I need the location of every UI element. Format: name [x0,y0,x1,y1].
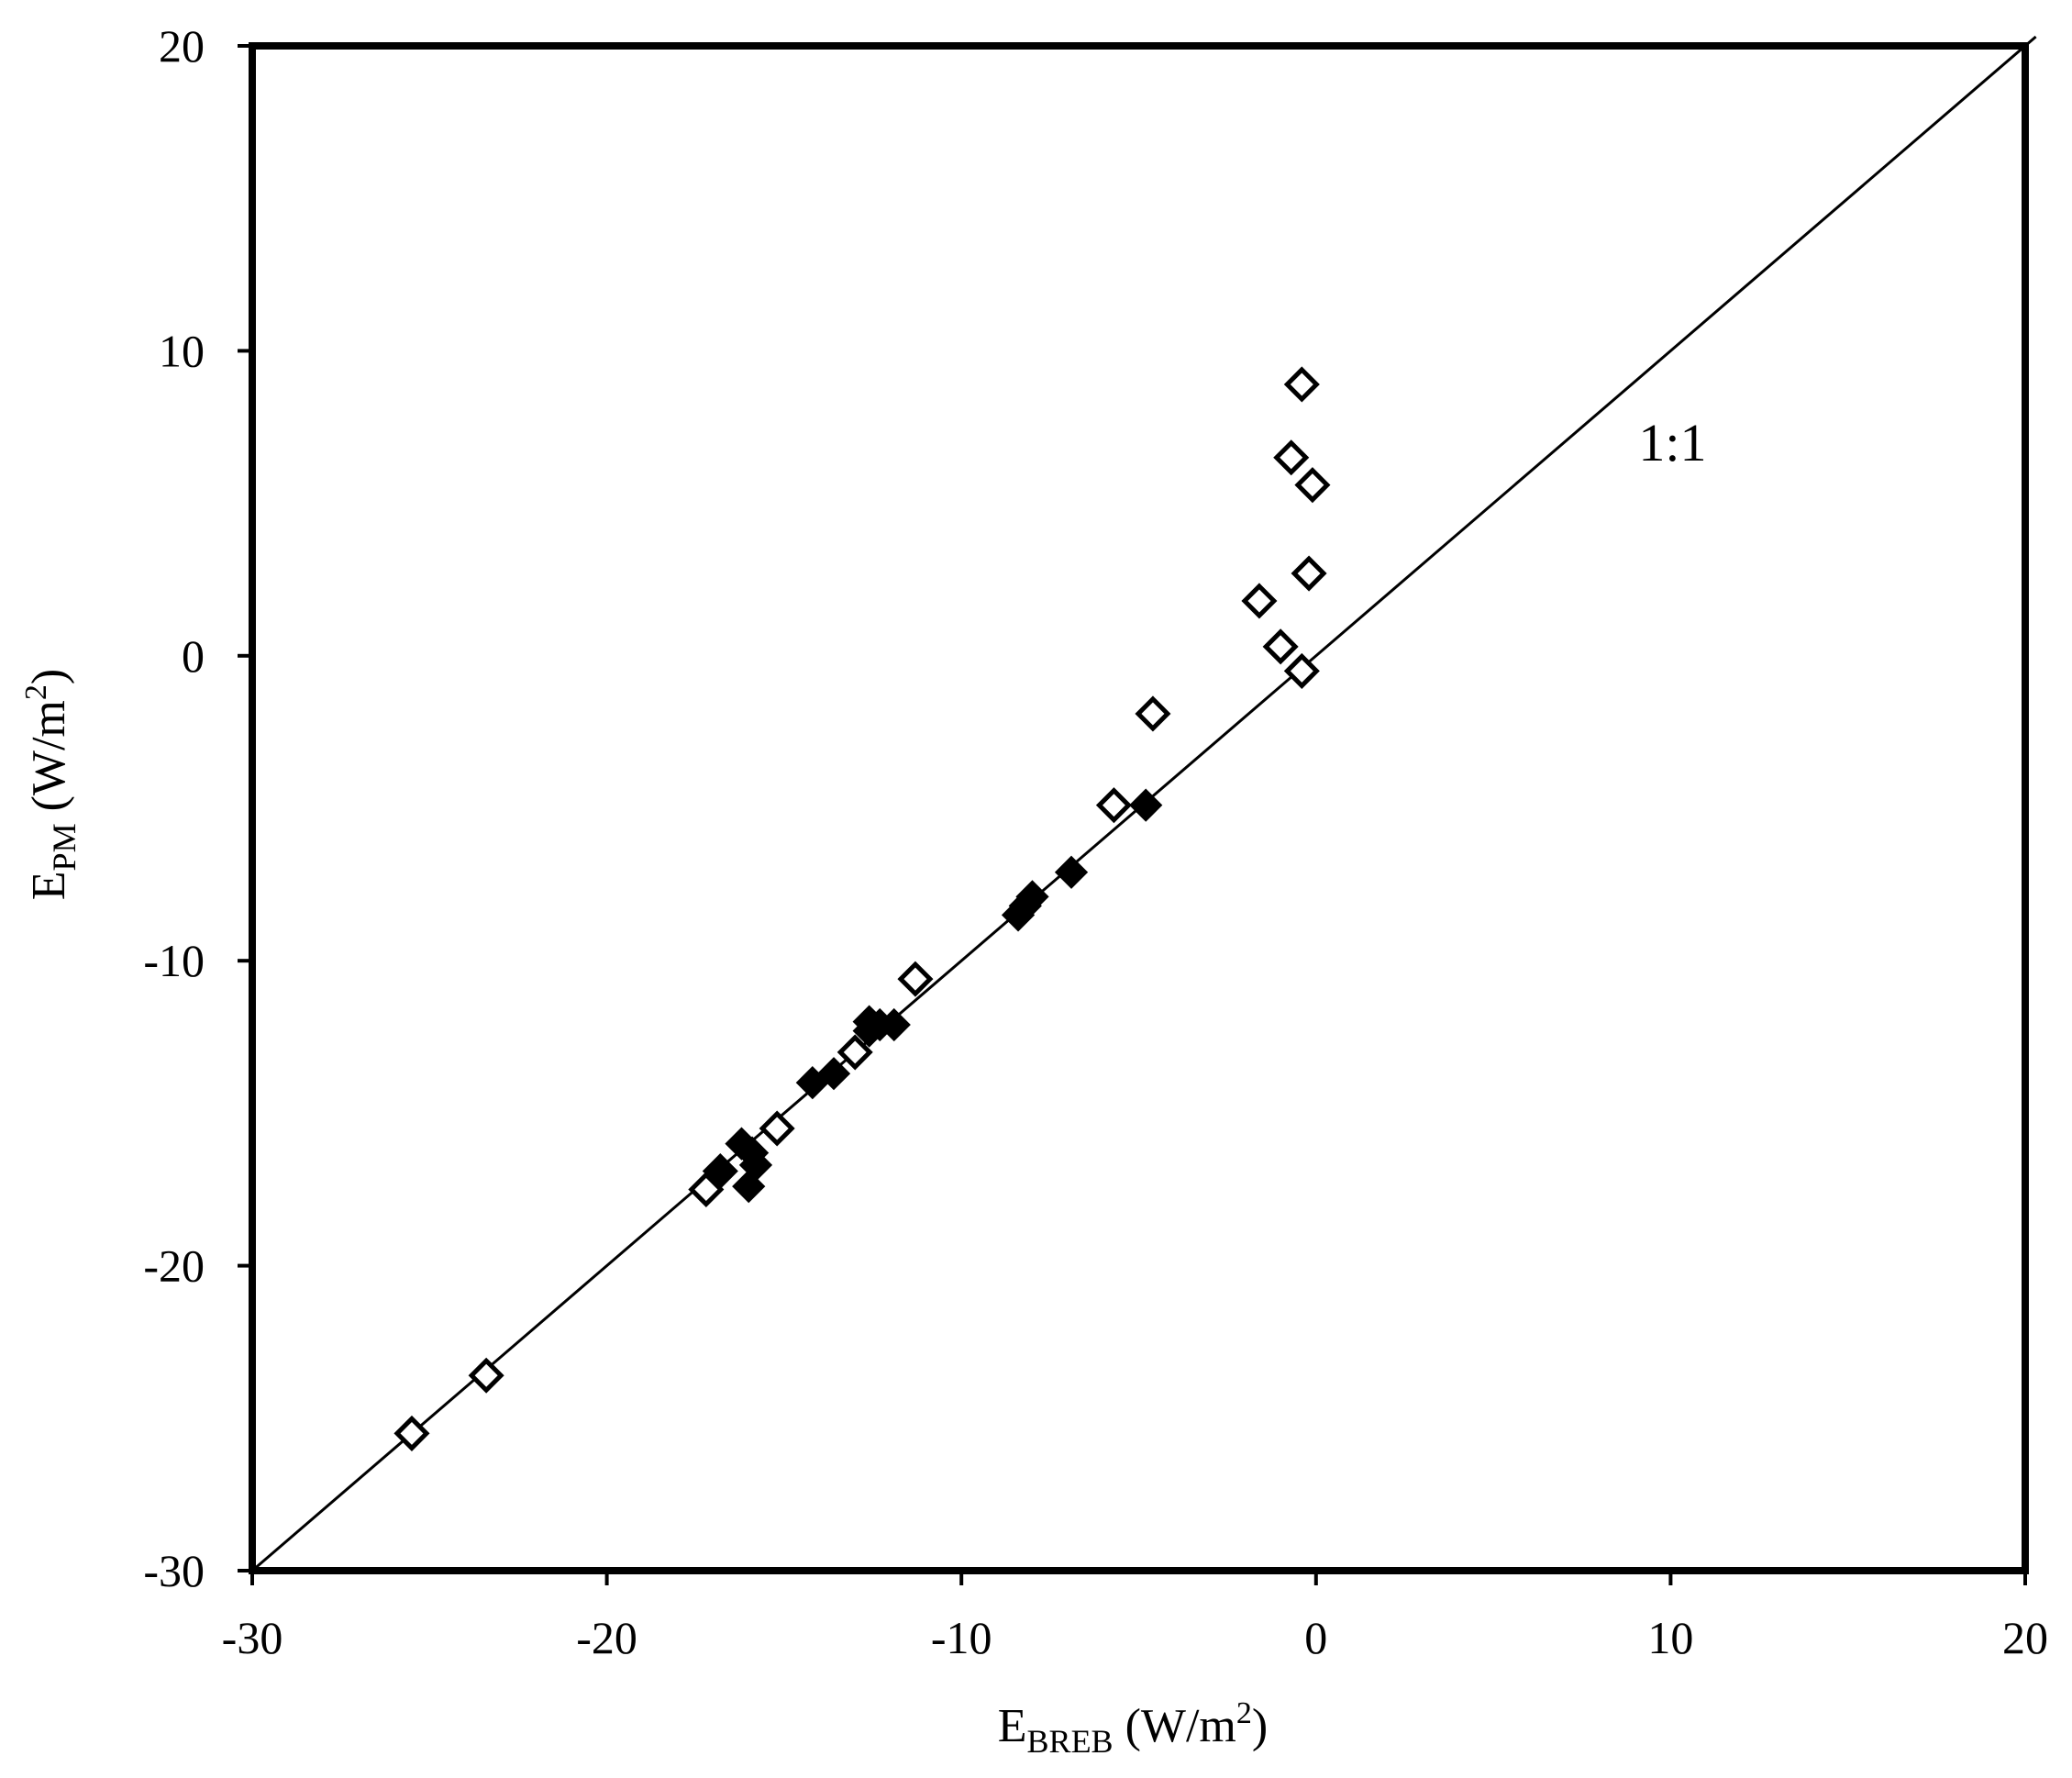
open-diamond-point [1283,652,1320,689]
open-diamond-point [1095,787,1132,824]
y-axis-label: EPM (W/m2) [19,669,83,900]
open-diamond-point [837,1034,873,1071]
y-tick-label: -30 [143,1545,205,1596]
open-diamond-point [1135,695,1171,732]
y-tick-label: -10 [143,935,205,986]
reference-line-label: 1:1 [1638,413,1706,472]
open-diamond-point [897,961,934,997]
open-diamond-point [1273,439,1310,476]
x-tick-label: -10 [931,1612,992,1663]
open-diamond-point [1294,467,1331,504]
filled-diamond-point [704,1154,737,1188]
filled-diamond-point [877,1007,911,1042]
y-tick-label: -20 [143,1240,205,1292]
open-diamond-point [1283,366,1320,403]
open-diamond-point [1291,555,1327,592]
plot-frame [249,42,2029,1574]
filled-diamond-point [816,1057,851,1091]
x-tick-label: 10 [1647,1612,1693,1663]
y-tick-label: 20 [159,20,205,72]
filled-diamond-point [1015,880,1049,914]
x-tick-label: -20 [576,1612,637,1663]
open-diamond-point [1241,583,1278,619]
filled-diamond-point [1129,788,1163,822]
points-layer [393,366,1331,1451]
y-tick-labels: -30 -20 -10 0 10 20 [143,20,205,1596]
open-diamond-point [1262,628,1299,665]
y-tick-label: 0 [182,630,205,682]
tick-marks [238,44,2027,1585]
open-diamond-point [468,1357,504,1394]
filled-diamond-point [735,1136,770,1170]
x-axis-label: EBREB (W/m2) [998,1696,1268,1760]
filled-diamond-point [1054,855,1089,889]
y-tick-label: 10 [159,325,205,376]
open-diamond-point [393,1415,430,1451]
x-tick-label: 20 [2002,1612,2048,1663]
x-tick-label: 0 [1304,1612,1327,1663]
open-diamond-point [759,1110,795,1147]
x-tick-label: -30 [222,1612,283,1663]
x-tick-labels: -30 -20 -10 0 10 20 [222,1612,2048,1663]
